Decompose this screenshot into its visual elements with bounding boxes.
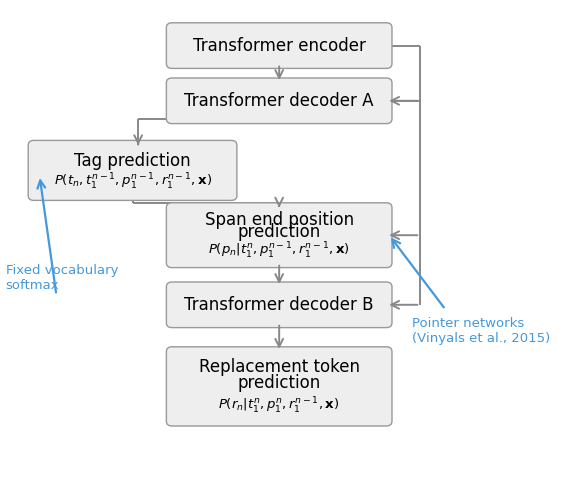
Text: Replacement token: Replacement token [199,358,360,376]
Text: Transformer decoder A: Transformer decoder A [184,92,374,110]
Text: prediction: prediction [237,374,321,392]
Text: Transformer decoder B: Transformer decoder B [184,296,374,314]
Text: Fixed vocabulary
softmax: Fixed vocabulary softmax [6,264,118,292]
Text: $P(r_n|t_1^n, p_1^n, r_1^{n-1}, \mathbf{x})$: $P(r_n|t_1^n, p_1^n, r_1^{n-1}, \mathbf{… [218,396,340,416]
Text: Tag prediction: Tag prediction [74,152,191,170]
Text: $P(p_n|t_1^n, p_1^{n-1}, r_1^{n-1}, \mathbf{x})$: $P(p_n|t_1^n, p_1^{n-1}, r_1^{n-1}, \mat… [208,240,350,261]
FancyBboxPatch shape [166,347,392,426]
FancyBboxPatch shape [166,203,392,268]
Text: prediction: prediction [237,223,321,241]
FancyBboxPatch shape [166,23,392,68]
Text: Span end position: Span end position [205,211,354,229]
FancyBboxPatch shape [28,140,237,201]
FancyBboxPatch shape [166,78,392,123]
FancyBboxPatch shape [166,282,392,327]
Text: $P(t_n, t_1^{n-1}, p_1^{n-1}, r_1^{n-1}, \mathbf{x})$: $P(t_n, t_1^{n-1}, p_1^{n-1}, r_1^{n-1},… [54,171,212,192]
Text: Transformer encoder: Transformer encoder [193,36,365,55]
Text: Pointer networks
(Vinyals et al., 2015): Pointer networks (Vinyals et al., 2015) [412,317,550,345]
